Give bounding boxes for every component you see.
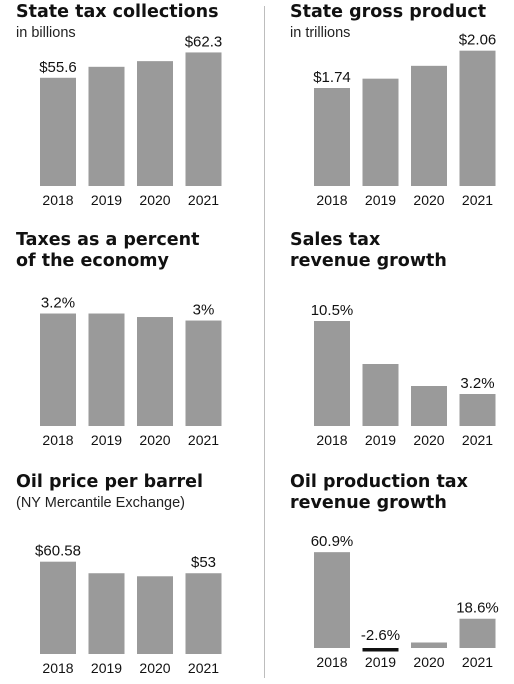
bar-chart-sales-tax-growth: 10.5% 2018 2019 2020 3.2% 2021: [311, 302, 496, 448]
tick-label-2018: 2018: [316, 432, 347, 448]
bar-2018: [40, 77, 76, 186]
tick-label-2019: 2019: [91, 192, 122, 208]
data-label-2021: $53: [191, 554, 216, 571]
data-label-2018: $55.6: [39, 59, 77, 76]
data-label-2018: $60.58: [35, 543, 81, 560]
bar-2020: [137, 61, 173, 187]
tick-label-2020: 2020: [413, 432, 444, 448]
bar-2020: [411, 65, 447, 186]
chart-title: Oil price per barrel: [16, 472, 204, 492]
data-label-2018: 60.9%: [311, 533, 354, 550]
bar-2021: [185, 52, 222, 186]
chart-subtitle: in trillions: [290, 25, 351, 41]
bar-2019: [362, 78, 399, 186]
bar-2021: [459, 394, 496, 426]
bar-2020: [411, 642, 447, 648]
bar-2019: [362, 648, 399, 652]
data-label-2021: 3.2%: [460, 375, 494, 392]
bar-2021: [185, 573, 222, 654]
data-label-2018: $1.74: [313, 69, 351, 86]
bar-2020: [137, 317, 173, 426]
tick-label-2021: 2021: [462, 192, 493, 208]
bar-2020: [411, 386, 447, 426]
tick-label-2019: 2019: [365, 192, 396, 208]
tick-label-2021: 2021: [462, 654, 493, 670]
bar-2018: [40, 313, 76, 426]
panel-oil-price: Oil price per barrel (NY Mercantile Exch…: [16, 472, 256, 684]
tick-label-2018: 2018: [42, 192, 73, 208]
tick-label-2020: 2020: [139, 192, 170, 208]
bar-2019: [362, 364, 399, 426]
tick-label-2020: 2020: [413, 192, 444, 208]
chart-title: State gross product: [290, 2, 487, 22]
column-divider: [264, 6, 265, 678]
tick-label-2021: 2021: [462, 432, 493, 448]
bar-chart-oil-production-growth: 60.9% 2018 -2.6% 2019 2020 18.6% 2021: [311, 533, 499, 670]
tick-label-2019: 2019: [91, 660, 122, 676]
bar-2019: [88, 66, 125, 186]
tick-label-2019: 2019: [365, 654, 396, 670]
chart-title-line-1: Oil production tax: [290, 472, 468, 492]
bar-chart-oil-price: $60.58 2018 2019 2020 $53 2021: [35, 543, 222, 676]
tick-label-2020: 2020: [139, 660, 170, 676]
data-label-2018: 10.5%: [311, 302, 354, 319]
chart-title-line-2: revenue growth: [290, 251, 447, 271]
tick-label-2020: 2020: [413, 654, 444, 670]
panel-sales-tax-growth: Sales tax revenue growth 10.5% 2018 2019 20…: [290, 230, 514, 450]
chart-title-line-2: of the economy: [16, 251, 169, 271]
tick-label-2018: 2018: [316, 654, 347, 670]
tick-label-2018: 2018: [42, 432, 73, 448]
bar-chart-state-gross-product: $1.74 2018 2019 2020 $2.06 2021: [313, 32, 497, 208]
tick-label-2018: 2018: [42, 660, 73, 676]
panel-state-gross-product: State gross product in trillions $1.74 20…: [290, 0, 514, 216]
tick-label-2021: 2021: [188, 192, 219, 208]
bar-2018: [314, 552, 350, 648]
data-label-2021: 18.6%: [456, 600, 499, 617]
data-label-2019: -2.6%: [361, 627, 400, 644]
chart-title-line-2: revenue growth: [290, 493, 447, 513]
bar-2019: [88, 313, 125, 426]
chart-title-line-1: Taxes as a percent: [16, 230, 200, 250]
tick-label-2018: 2018: [316, 192, 347, 208]
bar-2019: [88, 573, 125, 654]
data-label-2021: $62.3: [185, 33, 223, 50]
chart-subtitle: in billions: [16, 25, 76, 41]
bar-chart-state-tax: $55.6 2018 2019 2020 $62.3 2021: [39, 33, 223, 208]
bar-chart-taxes-percent: 3.2% 2018 2019 2020 3% 2021: [40, 295, 222, 448]
bar-2020: [137, 576, 173, 654]
bar-2018: [40, 561, 76, 654]
data-label-2018: 3.2%: [41, 295, 75, 312]
tick-label-2021: 2021: [188, 432, 219, 448]
tick-label-2021: 2021: [188, 660, 219, 676]
data-label-2021: $2.06: [459, 32, 497, 49]
tick-label-2019: 2019: [91, 432, 122, 448]
bar-2021: [459, 50, 496, 186]
tick-label-2019: 2019: [365, 432, 396, 448]
bar-2018: [314, 88, 350, 186]
bar-2021: [459, 618, 496, 648]
chart-subtitle: (NY Mercantile Exchange): [16, 495, 185, 511]
tick-label-2020: 2020: [139, 432, 170, 448]
bar-2021: [185, 320, 222, 426]
chart-title: State tax collections: [16, 2, 219, 22]
panel-state-tax-collections: State tax collections in billions $55.6 2…: [16, 0, 256, 216]
data-label-2021: 3%: [193, 302, 215, 319]
chart-title-line-1: Sales tax: [290, 230, 381, 250]
panel-oil-production-tax-growth: Oil production tax revenue growth 60.9% 2…: [290, 472, 514, 684]
panel-taxes-percent-economy: Taxes as a percent of the economy 3.2% 20…: [16, 230, 256, 450]
bar-2018: [314, 321, 350, 426]
